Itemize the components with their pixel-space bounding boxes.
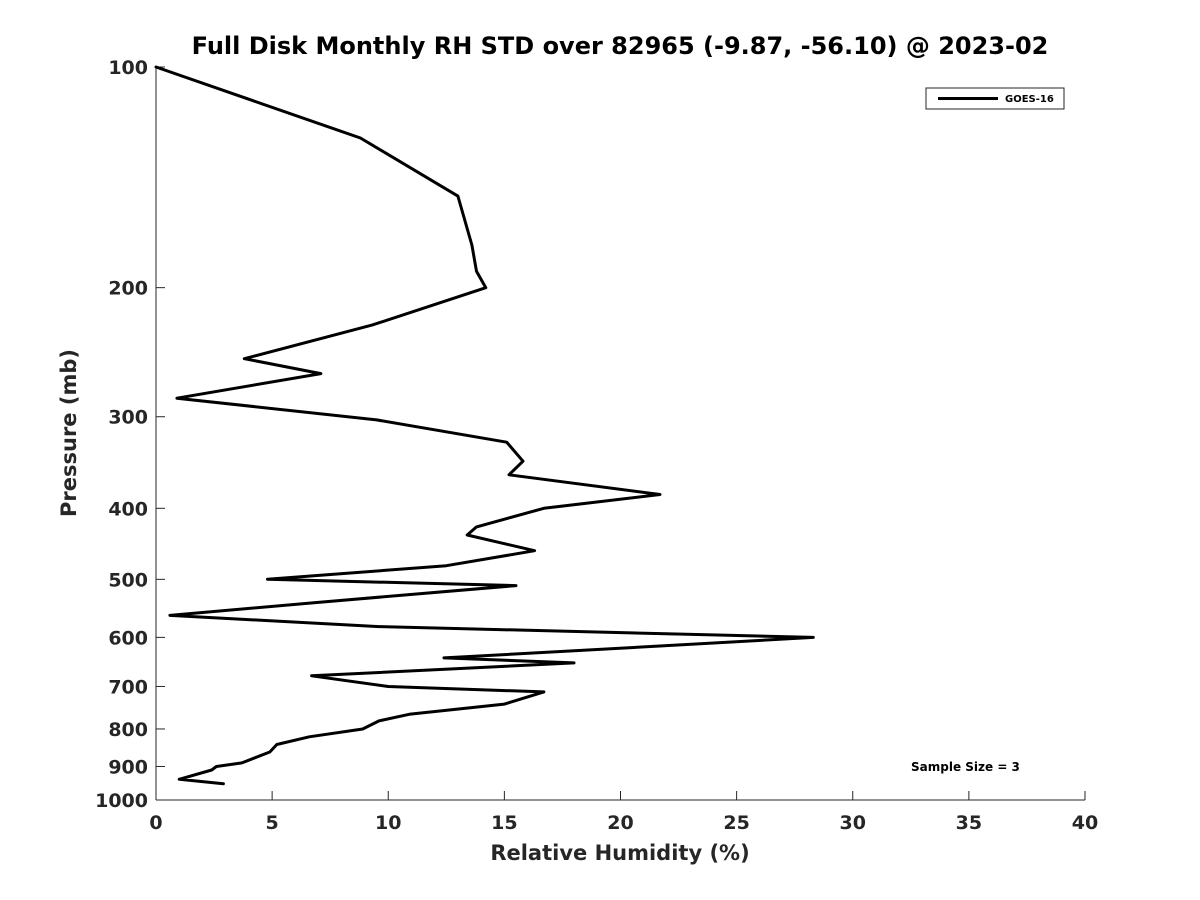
- y-tick-label: 400: [108, 498, 148, 520]
- x-tick-label: 30: [840, 812, 866, 834]
- x-tick-label: 10: [375, 812, 401, 834]
- y-tick-label: 1000: [95, 790, 148, 812]
- y-tick-label: 600: [108, 627, 148, 649]
- series-line-goes-16: [154, 65, 815, 786]
- x-tick-label: 5: [266, 812, 279, 834]
- sample-size-annotation: Sample Size = 3: [911, 760, 1020, 774]
- x-tick-label: 40: [1072, 812, 1098, 834]
- y-tick-label: 800: [108, 719, 148, 741]
- x-tick-label: 20: [607, 812, 633, 834]
- y-tick-label: 700: [108, 676, 148, 698]
- legend: GOES-16: [925, 87, 1065, 110]
- x-axis-label: Relative Humidity (%): [490, 841, 749, 865]
- y-tick-label: 100: [108, 57, 148, 79]
- x-tick-label: 35: [956, 812, 982, 834]
- y-axis-ticks: 100 200 300 400 500 600 700 800 900 1000: [95, 57, 165, 812]
- x-axis-ticks: 0 5 10 15 20 25 30 35 40: [149, 791, 1098, 834]
- chart-title: Full Disk Monthly RH STD over 82965 (-9.…: [192, 32, 1049, 60]
- y-tick-label: 200: [108, 278, 148, 300]
- y-tick-label: 300: [108, 407, 148, 429]
- legend-label-goes-16: GOES-16: [1005, 94, 1054, 105]
- x-tick-label: 15: [491, 812, 517, 834]
- x-tick-label: 0: [149, 812, 162, 834]
- y-axis-label: Pressure (mb): [57, 349, 81, 517]
- x-tick-label: 25: [723, 812, 749, 834]
- y-tick-label: 900: [108, 756, 148, 778]
- series-layer: [154, 65, 815, 786]
- y-tick-label: 500: [108, 569, 148, 591]
